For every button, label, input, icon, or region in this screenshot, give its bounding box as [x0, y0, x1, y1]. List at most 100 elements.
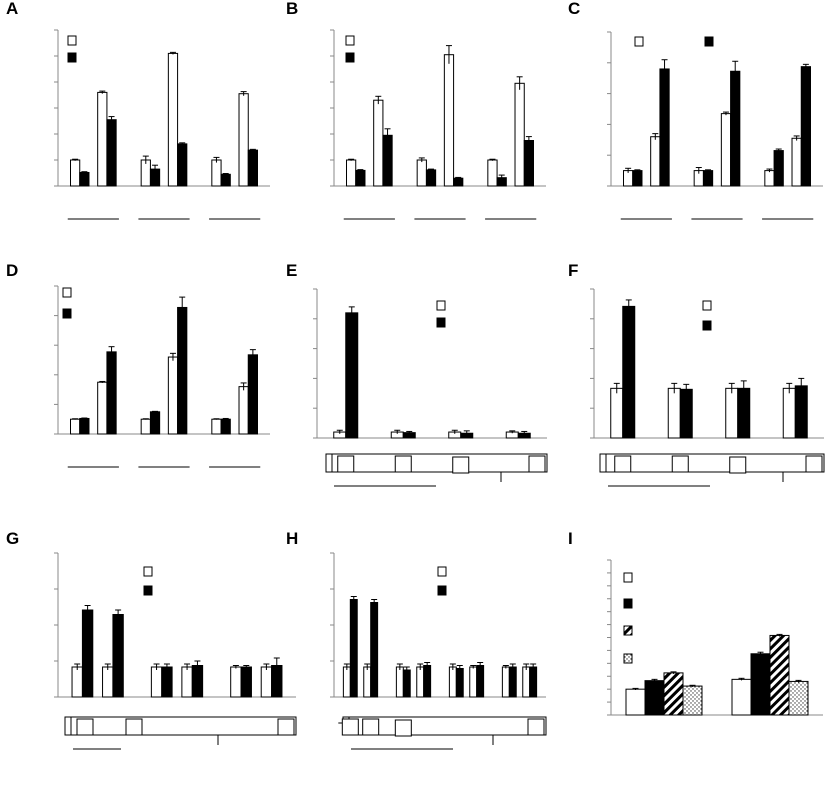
bar — [659, 68, 670, 187]
promoter-diagram — [599, 453, 825, 473]
panel-a: A — [6, 0, 270, 220]
bar — [501, 666, 510, 698]
legend-swatch — [436, 317, 446, 328]
promoter-box — [362, 718, 380, 736]
bar — [416, 666, 425, 698]
legend-swatch — [634, 36, 644, 47]
legend-swatch — [702, 300, 712, 311]
promoter-box — [452, 456, 470, 474]
bar — [529, 666, 538, 698]
promoter-box — [527, 718, 545, 736]
bar — [725, 387, 739, 439]
legend-swatch — [623, 653, 633, 664]
promoter-box — [528, 455, 546, 473]
bar — [731, 678, 752, 716]
bar — [97, 91, 108, 187]
bar — [167, 356, 179, 435]
bar — [161, 666, 173, 698]
promoter-box — [125, 718, 143, 736]
panel-letter-a: A — [6, 0, 18, 18]
promoter-box — [394, 719, 412, 737]
promoter-box — [277, 718, 295, 736]
bar — [149, 411, 161, 435]
bar — [382, 134, 393, 187]
bar — [167, 52, 179, 187]
bar — [211, 418, 222, 435]
legend-swatch — [704, 36, 714, 47]
legend-swatch — [437, 566, 447, 577]
legend-swatch — [437, 585, 447, 596]
bar — [455, 668, 464, 698]
bar — [177, 306, 188, 435]
bar — [730, 70, 741, 187]
bar — [106, 351, 117, 435]
bar — [247, 149, 258, 187]
panel-f: F — [568, 261, 825, 487]
bar — [737, 387, 751, 439]
panel-letter-h: H — [286, 529, 298, 548]
bar — [342, 666, 351, 698]
panel-letter-b: B — [286, 0, 298, 18]
bar — [102, 666, 114, 698]
bar — [425, 169, 437, 187]
bar — [682, 685, 703, 716]
panel-letter-i: I — [568, 529, 573, 548]
legend-swatch — [702, 320, 712, 331]
bar — [349, 599, 358, 698]
bar — [632, 170, 643, 187]
panel-letter-e: E — [286, 261, 297, 280]
legend-swatch — [345, 35, 355, 46]
bar — [238, 386, 249, 435]
bar — [363, 666, 372, 698]
bar — [667, 387, 681, 439]
bar — [750, 653, 771, 716]
bar — [70, 418, 81, 435]
bar — [220, 173, 231, 187]
legend-swatch — [143, 585, 153, 596]
bar — [720, 113, 732, 187]
legend-swatch — [67, 35, 77, 46]
legend-swatch — [436, 300, 446, 311]
bar — [140, 418, 151, 435]
bar — [355, 169, 366, 187]
panel-letter-f: F — [568, 261, 578, 280]
bar — [395, 666, 404, 698]
bar — [522, 666, 531, 698]
bar — [453, 177, 464, 187]
bar — [346, 159, 357, 187]
bar — [416, 159, 427, 187]
bar — [702, 170, 714, 187]
bar — [782, 387, 796, 439]
bar — [800, 66, 811, 187]
bar — [791, 137, 802, 187]
bar — [622, 305, 636, 439]
bar — [523, 140, 534, 187]
bar — [610, 387, 624, 439]
bar — [79, 171, 90, 187]
panel-c: C — [568, 0, 823, 220]
bar — [97, 381, 108, 435]
promoter-diagram — [325, 453, 548, 473]
panel-d: D — [6, 261, 270, 468]
promoter-box — [805, 455, 823, 473]
bar — [679, 388, 693, 439]
bar — [70, 159, 81, 187]
promoter-box — [76, 718, 94, 736]
bar — [345, 312, 359, 439]
bar — [487, 159, 498, 187]
panel-letter-g: G — [6, 529, 19, 548]
legend-swatch — [62, 308, 72, 319]
promoter-box — [337, 455, 355, 473]
bar — [514, 82, 525, 187]
promoter-box — [671, 455, 689, 473]
bar — [644, 680, 665, 716]
bar — [402, 669, 411, 698]
promoter-diagram — [64, 716, 297, 736]
bar — [181, 666, 193, 698]
panel-letter-c: C — [568, 0, 580, 18]
bar — [370, 602, 379, 698]
legend-swatch — [623, 625, 633, 636]
bar — [260, 666, 273, 698]
bar — [150, 666, 163, 698]
bar — [769, 634, 790, 716]
